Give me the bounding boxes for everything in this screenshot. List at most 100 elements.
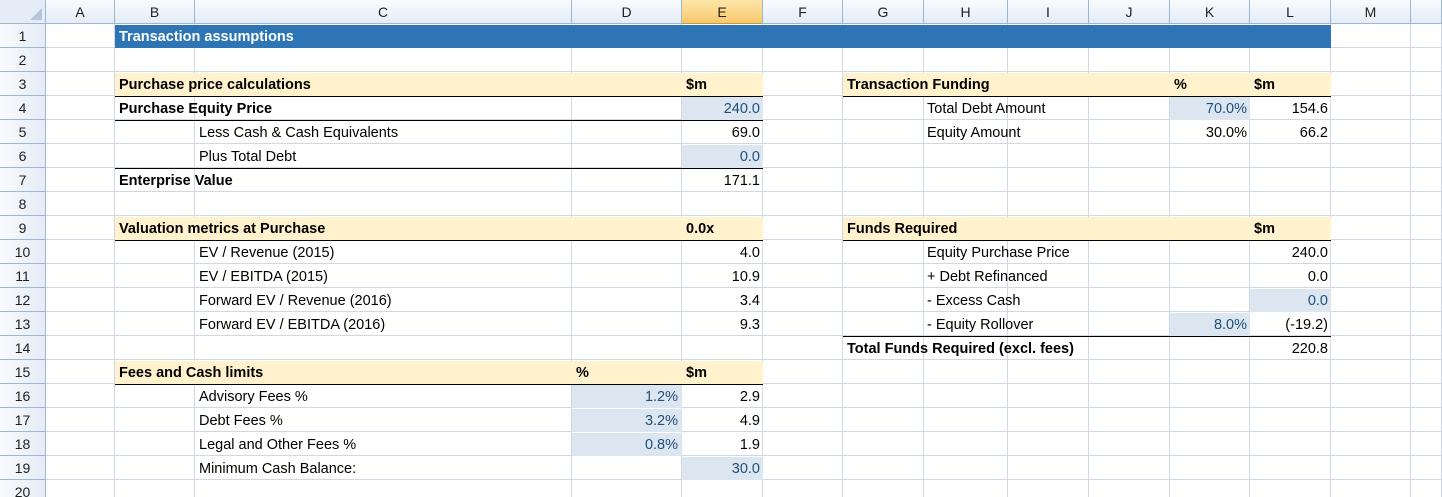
purchase-header[interactable]: Purchase price calculations — [119, 77, 311, 93]
grid-cell[interactable] — [1170, 384, 1250, 408]
fee-value[interactable]: 2.9 — [739, 389, 760, 405]
grid-cell[interactable] — [763, 216, 843, 240]
grid-cell[interactable] — [1411, 360, 1442, 384]
grid-cell[interactable] — [572, 312, 682, 336]
grid-cell[interactable] — [1170, 168, 1250, 192]
equity-amount-pct[interactable]: 30.0% — [1205, 125, 1247, 141]
fee-value[interactable]: 4.9 — [739, 413, 760, 429]
grid-cell[interactable] — [1331, 312, 1411, 336]
grid-cell[interactable] — [572, 480, 682, 497]
grid-cell[interactable] — [924, 144, 1008, 168]
grid-cell[interactable] — [1008, 168, 1089, 192]
grid-cell[interactable] — [843, 264, 924, 288]
grid-cell[interactable] — [46, 48, 115, 72]
grid-cell[interactable] — [924, 336, 1008, 360]
fr-excess-cash-value[interactable]: 0.0 — [1307, 293, 1328, 309]
grid-cell[interactable] — [1331, 96, 1411, 120]
grid-cell[interactable] — [1170, 432, 1250, 456]
grid-cell[interactable] — [1331, 432, 1411, 456]
grid-cell[interactable] — [1331, 168, 1411, 192]
grid-cell[interactable] — [1008, 408, 1089, 432]
grid-cell[interactable] — [924, 264, 1008, 288]
grid-cell[interactable] — [1089, 456, 1170, 480]
sheet-title[interactable]: Transaction assumptions — [119, 29, 294, 45]
grid-cell[interactable] — [843, 360, 924, 384]
grid-cell[interactable] — [843, 312, 924, 336]
grid-cell[interactable] — [843, 336, 924, 360]
grid-cell[interactable] — [195, 408, 572, 432]
grid-cell[interactable] — [115, 480, 195, 497]
grid-cell[interactable] — [1411, 72, 1442, 96]
row-header-8[interactable]: 8 — [0, 192, 46, 216]
grid-cell[interactable] — [1089, 432, 1170, 456]
grid-cell[interactable] — [763, 240, 843, 264]
grid-cell[interactable] — [46, 336, 115, 360]
row-header-18[interactable]: 18 — [0, 432, 46, 456]
grid-cell[interactable] — [1170, 264, 1250, 288]
grid-cell[interactable] — [843, 120, 924, 144]
row-header-3[interactable]: 3 — [0, 72, 46, 96]
grid-cell[interactable] — [843, 168, 924, 192]
grid-cell[interactable] — [195, 456, 572, 480]
grid-cell[interactable] — [682, 336, 763, 360]
grid-cell[interactable] — [924, 408, 1008, 432]
column-header-c[interactable]: C — [195, 0, 572, 24]
grid-cell[interactable] — [1331, 360, 1411, 384]
grid-cell[interactable] — [1089, 288, 1170, 312]
grid-cell[interactable] — [1170, 336, 1250, 360]
column-header-g[interactable]: G — [843, 0, 924, 24]
grid-cell[interactable] — [763, 456, 843, 480]
grid-cell[interactable] — [1250, 264, 1331, 288]
grid-cell[interactable] — [195, 312, 572, 336]
fr-total-label[interactable]: Total Funds Required (excl. fees) — [847, 341, 1074, 357]
grid-cell[interactable] — [46, 216, 115, 240]
column-header-j[interactable]: J — [1089, 0, 1170, 24]
grid-cell[interactable] — [46, 72, 115, 96]
grid-cell[interactable] — [46, 408, 115, 432]
grid-cell[interactable] — [1411, 192, 1442, 216]
grid-cell[interactable] — [1250, 168, 1331, 192]
grid-cell[interactable] — [115, 336, 195, 360]
grid-cell[interactable] — [1170, 288, 1250, 312]
grid-cell[interactable] — [46, 144, 115, 168]
grid-cell[interactable] — [1170, 408, 1250, 432]
column-header-f[interactable]: F — [763, 0, 843, 24]
grid-cell[interactable] — [1250, 48, 1331, 72]
grid-cell[interactable] — [46, 24, 115, 48]
grid-cell[interactable] — [1170, 192, 1250, 216]
grid-cell[interactable] — [1411, 216, 1442, 240]
grid-cell[interactable] — [1331, 288, 1411, 312]
grid-cell[interactable] — [1170, 480, 1250, 497]
fr-rollover-pct[interactable]: 8.0% — [1213, 317, 1247, 333]
grid-cell[interactable] — [763, 432, 843, 456]
grid-cell[interactable] — [1089, 264, 1170, 288]
valuation-label[interactable]: EV / EBITDA (2015) — [199, 269, 328, 285]
grid-cell[interactable] — [46, 168, 115, 192]
grid-cell[interactable] — [1411, 384, 1442, 408]
grid-cell[interactable] — [1411, 480, 1442, 497]
equity-price-value[interactable]: 240.0 — [723, 101, 760, 117]
grid-cell[interactable] — [46, 264, 115, 288]
grid-cell[interactable] — [1089, 120, 1170, 144]
grid-cell[interactable] — [843, 192, 924, 216]
grid-cell[interactable] — [1250, 192, 1331, 216]
grid-cell[interactable] — [682, 168, 763, 192]
grid-cell[interactable] — [1089, 240, 1170, 264]
grid-cell[interactable] — [843, 144, 924, 168]
grid-cell[interactable] — [763, 408, 843, 432]
grid-cell[interactable] — [46, 240, 115, 264]
grid-cell[interactable] — [843, 288, 924, 312]
grid-cell[interactable] — [1089, 168, 1170, 192]
grid-cell[interactable] — [572, 288, 682, 312]
grid-cell[interactable] — [1411, 24, 1442, 48]
valuation-value[interactable]: 9.3 — [739, 317, 760, 333]
grid-cell[interactable] — [195, 48, 572, 72]
grid-cell[interactable] — [682, 48, 763, 72]
column-header-k[interactable]: K — [1170, 0, 1250, 24]
grid-cell[interactable] — [1331, 72, 1411, 96]
row-header-13[interactable]: 13 — [0, 312, 46, 336]
grid-cell[interactable] — [1170, 48, 1250, 72]
grid-cell[interactable] — [682, 240, 763, 264]
fr-excess-cash-label[interactable]: - Excess Cash — [927, 293, 1021, 309]
row-header-16[interactable]: 16 — [0, 384, 46, 408]
